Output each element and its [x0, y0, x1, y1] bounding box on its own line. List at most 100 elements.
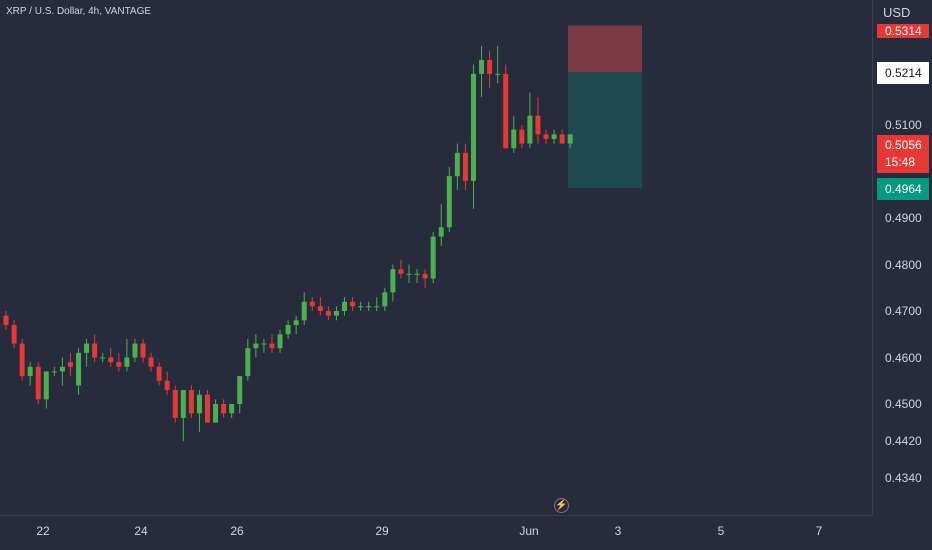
price-tick: 0.4340 [885, 471, 922, 486]
candle-body [67, 362, 73, 367]
candle [116, 352, 122, 372]
candle-body [11, 324, 17, 344]
candle-body [108, 357, 114, 363]
candle-body [342, 301, 348, 311]
candle-body [470, 73, 476, 181]
candle-body [84, 343, 90, 353]
candle [180, 390, 186, 442]
candle-countdown: 15:48 [885, 155, 916, 169]
candle [140, 338, 146, 363]
candle [519, 125, 525, 149]
candle [132, 338, 138, 363]
time-axis[interactable]: 22 24 26 29 Jun 3 5 7 [0, 515, 872, 550]
candle-body [285, 324, 291, 335]
candle [350, 297, 356, 311]
price-tick: 0.5100 [885, 118, 922, 132]
price-axis[interactable]: USD 0.5100 0.4900 0.4800 0.4700 0.4600 0.4500… [872, 0, 932, 515]
candle [430, 231, 436, 284]
candle [285, 320, 291, 339]
candle [293, 315, 299, 335]
entry-price-label: 0.5214 [877, 62, 929, 84]
candle-body [495, 73, 501, 75]
candle-body [100, 357, 106, 359]
symbol-title: XRP / U.S. Dollar, 4h, VANTAGE [6, 6, 152, 17]
candle-body [261, 343, 267, 345]
price-tick: 0.4420 [885, 434, 922, 449]
candle [43, 371, 49, 409]
candle-body [382, 292, 388, 307]
candle-body [454, 152, 460, 177]
candle [156, 362, 162, 386]
candle-body [92, 343, 98, 358]
candle [398, 259, 404, 279]
candle [567, 134, 573, 149]
candle [188, 385, 194, 418]
candle [317, 297, 323, 316]
candle [309, 297, 315, 311]
candle-body [213, 404, 219, 423]
candle-body [293, 320, 299, 325]
candle [454, 143, 460, 191]
candle [100, 352, 106, 363]
candle-body [406, 273, 412, 275]
candle-body [3, 315, 9, 325]
candle-body [358, 306, 364, 308]
candlestick-chart[interactable] [0, 0, 872, 515]
candle [438, 204, 444, 246]
candle [559, 129, 565, 144]
candle-body [333, 311, 339, 316]
candle [358, 301, 364, 311]
candle-body [156, 366, 162, 381]
stop-price-label: 0.5314 [877, 24, 929, 38]
candle [543, 129, 549, 144]
candle [511, 115, 517, 153]
candle-body [205, 394, 210, 423]
candle [237, 376, 243, 414]
candle [301, 292, 307, 325]
candle [19, 338, 25, 381]
candle [406, 264, 412, 284]
candle [503, 64, 509, 149]
chart-plot-area[interactable]: XRP / U.S. Dollar, 4h, VANTAGE ⚡ [0, 0, 872, 515]
lightning-icon[interactable]: ⚡ [554, 498, 569, 513]
stop-loss-zone [568, 25, 642, 72]
candle [205, 390, 210, 423]
candle-body [245, 348, 251, 377]
candle [35, 362, 41, 404]
candle-body [374, 306, 380, 308]
candle [92, 334, 98, 363]
candle [164, 371, 170, 395]
candle-body [567, 134, 573, 144]
candle [76, 348, 82, 395]
candle-body [51, 371, 57, 373]
candle [495, 45, 501, 84]
candle [269, 334, 275, 353]
candle-body [511, 129, 517, 149]
time-tick: 24 [134, 524, 148, 538]
time-tick: Jun [519, 524, 539, 538]
currency-label[interactable]: USD [883, 5, 911, 20]
candle-body [35, 366, 41, 400]
candle-body [237, 376, 243, 404]
candle-body [43, 371, 49, 400]
candle [253, 334, 259, 358]
candle-body [414, 273, 420, 275]
candle [59, 357, 65, 386]
candle [422, 269, 428, 288]
candle [261, 338, 267, 353]
candle [51, 366, 57, 377]
candle-body [535, 115, 541, 135]
candle-body [503, 73, 509, 149]
candle [148, 352, 154, 372]
time-tick: 5 [717, 524, 725, 538]
candle [366, 301, 372, 311]
candle [342, 297, 348, 316]
candle-body [19, 343, 25, 377]
candle [108, 348, 114, 367]
candle-body [253, 343, 259, 349]
candle-body [390, 269, 396, 293]
candle-body [229, 404, 235, 414]
time-tick: 3 [614, 524, 622, 538]
candle-body [188, 390, 194, 414]
candle [470, 64, 476, 209]
